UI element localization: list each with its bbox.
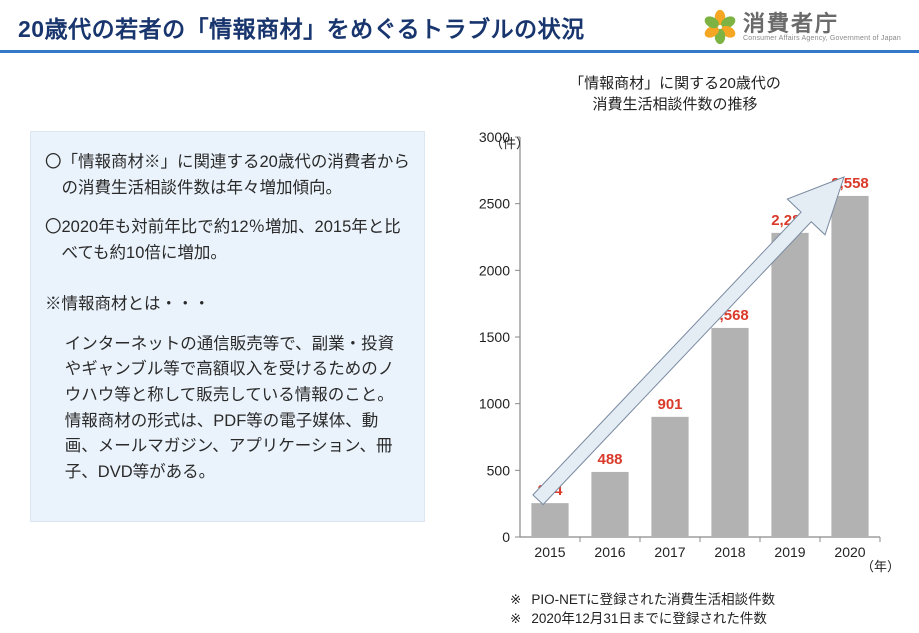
bullet-1: 〇 「情報商材※」に関連する20歳代の消費者からの消費生活相談件数は年々増加傾向… — [45, 150, 410, 201]
svg-text:500: 500 — [487, 462, 511, 478]
chart-footnotes: ※ PIO-NETに登録された消費生活相談件数 ※ 2020年12月31日までに… — [510, 590, 775, 629]
agency-logo: 消費者庁 Consumer Affairs Agency, Government… — [701, 8, 901, 46]
svg-text:1500: 1500 — [479, 329, 510, 345]
bullet-2: 〇 2020年も対前年比で約12％増加、2015年と比べても約10倍に増加。 — [45, 215, 410, 266]
header: 20歳代の若者の「情報商材」をめぐるトラブルの状況 消費者庁 Consumer … — [0, 0, 919, 53]
svg-text:2500: 2500 — [479, 196, 510, 212]
svg-text:2000: 2000 — [479, 262, 510, 278]
page-title: 20歳代の若者の「情報商材」をめぐるトラブルの状況 — [18, 10, 585, 44]
svg-text:2017: 2017 — [654, 544, 685, 560]
bar-chart: 0500100015002000250030002542015488201690… — [450, 117, 900, 577]
definition-label: ※情報商材とは・・・ — [45, 292, 410, 318]
logo-text: 消費者庁 — [743, 13, 901, 35]
svg-text:2015: 2015 — [534, 544, 565, 560]
logo-subtext: Consumer Affairs Agency, Government of J… — [743, 35, 901, 42]
svg-text:901: 901 — [657, 396, 682, 413]
definition-block: ※情報商材とは・・・ インターネットの通信販売等で、副業・投資やギャンブル等で高… — [45, 292, 410, 485]
svg-text:2018: 2018 — [714, 544, 745, 560]
svg-text:0: 0 — [502, 529, 510, 545]
chart-footnote-2: 2020年12月31日までに登録された件数 — [531, 609, 767, 629]
chart-footnote-1: PIO-NETに登録された消費生活相談件数 — [531, 590, 775, 610]
y-axis-unit: （件） — [490, 133, 529, 152]
chart-title: 「情報商材」に関する20歳代の 消費生活相談件数の推移 — [450, 73, 900, 115]
svg-text:2019: 2019 — [774, 544, 805, 560]
chart-area: 「情報商材」に関する20歳代の 消費生活相談件数の推移 （件） 0 500 1000… — [450, 73, 900, 633]
content-area: 〇 「情報商材※」に関連する20歳代の消費者からの消費生活相談件数は年々増加傾向… — [0, 53, 919, 633]
summary-panel: 〇 「情報商材※」に関連する20歳代の消費者からの消費生活相談件数は年々増加傾向… — [30, 131, 425, 522]
x-axis-unit: （年） — [861, 556, 900, 575]
definition-body: インターネットの通信販売等で、副業・投資やギャンブル等で高額収入を受けるためのノ… — [45, 332, 410, 485]
svg-text:1000: 1000 — [479, 396, 510, 412]
svg-text:488: 488 — [597, 451, 622, 468]
svg-text:2016: 2016 — [594, 544, 625, 560]
logo-flower-icon — [701, 8, 739, 46]
